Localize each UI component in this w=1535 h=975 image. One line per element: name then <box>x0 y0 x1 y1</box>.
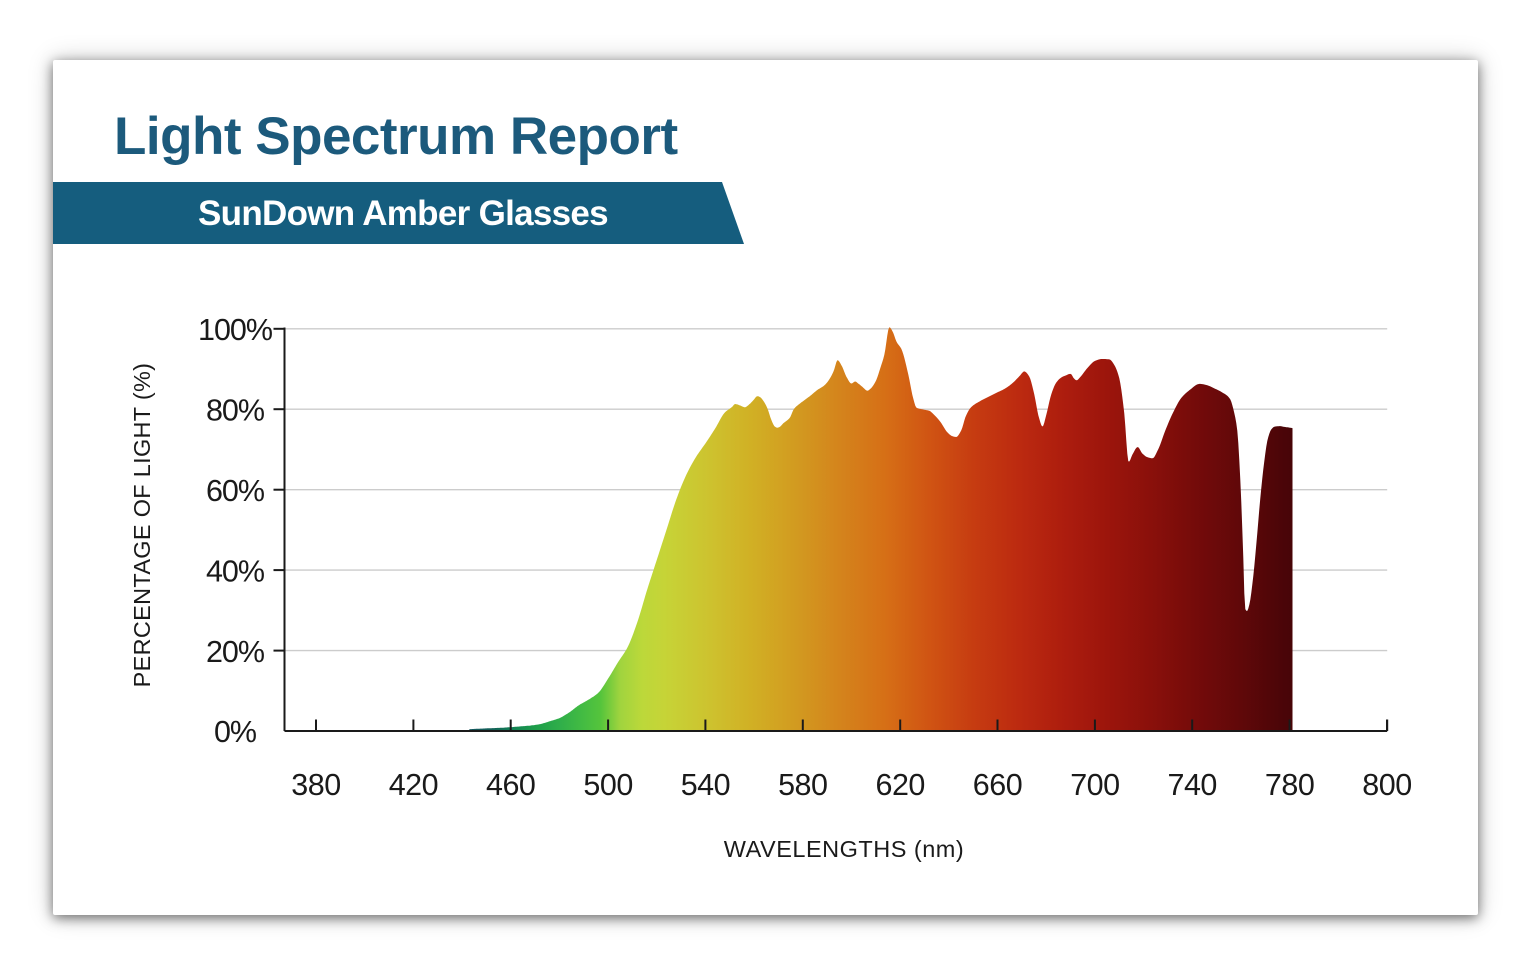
svg-text:420: 420 <box>389 768 438 802</box>
svg-text:60%: 60% <box>206 474 265 508</box>
svg-text:20%: 20% <box>206 635 265 669</box>
svg-text:700: 700 <box>1070 768 1119 802</box>
svg-text:780: 780 <box>1265 768 1314 802</box>
svg-text:540: 540 <box>681 768 730 802</box>
svg-text:740: 740 <box>1168 768 1217 802</box>
svg-text:380: 380 <box>291 768 340 802</box>
svg-text:500: 500 <box>583 768 632 802</box>
svg-text:80%: 80% <box>206 393 265 427</box>
svg-text:0%: 0% <box>214 715 257 749</box>
svg-text:100%: 100% <box>198 313 273 347</box>
svg-text:660: 660 <box>973 768 1022 802</box>
svg-text:PERCENTAGE OF LIGHT (%): PERCENTAGE OF LIGHT (%) <box>129 363 155 688</box>
svg-text:460: 460 <box>486 768 535 802</box>
svg-text:40%: 40% <box>206 554 265 588</box>
svg-text:WAVELENGTHS (nm): WAVELENGTHS (nm) <box>724 836 964 862</box>
svg-text:580: 580 <box>778 768 827 802</box>
svg-text:800: 800 <box>1362 768 1411 802</box>
svg-text:620: 620 <box>876 768 925 802</box>
